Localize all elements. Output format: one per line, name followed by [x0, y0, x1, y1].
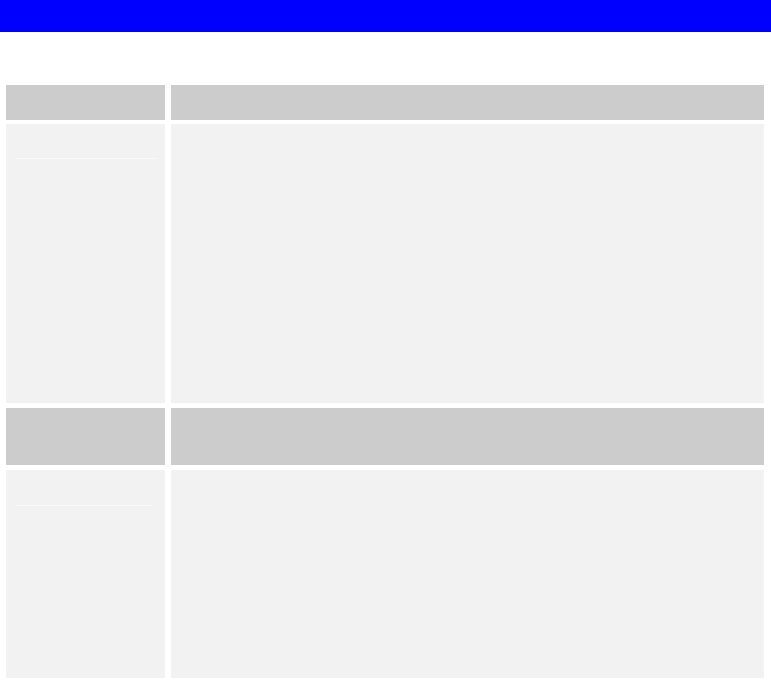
content-cell — [6, 124, 165, 403]
content-cell — [6, 470, 165, 678]
header-cell — [6, 408, 165, 465]
header-cell — [171, 85, 764, 120]
header-cell — [6, 85, 165, 120]
divider — [16, 158, 157, 159]
header-cell — [171, 408, 764, 465]
top-bar — [0, 0, 771, 32]
divider — [16, 505, 152, 506]
content-cell — [171, 124, 764, 403]
content-cell — [171, 470, 764, 678]
